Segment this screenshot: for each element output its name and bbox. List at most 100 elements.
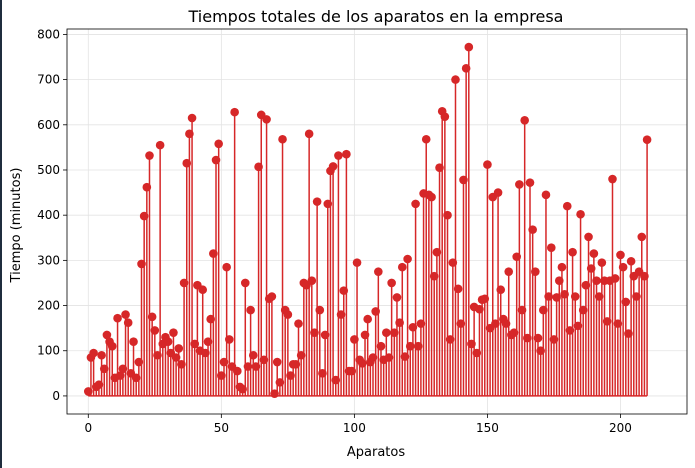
stem-marker <box>389 328 399 337</box>
stem-marker <box>145 151 154 160</box>
stem-marker <box>397 262 407 272</box>
stem-marker <box>525 178 535 187</box>
stem-marker <box>147 312 157 322</box>
stem-marker <box>336 310 346 319</box>
x-tick-label: 100 <box>343 421 366 435</box>
stem-marker <box>203 337 213 346</box>
stem-marker <box>560 289 569 299</box>
stem-marker <box>185 129 194 139</box>
stem-marker <box>368 353 378 362</box>
stem-marker <box>139 211 149 221</box>
y-tick-label: 100 <box>37 344 60 358</box>
stem-marker <box>278 134 287 144</box>
stem-marker <box>616 250 625 260</box>
stem-marker <box>334 151 343 160</box>
stem-marker <box>177 359 186 369</box>
stem-marker <box>374 267 383 276</box>
stem-marker <box>570 292 580 301</box>
y-tick-label: 400 <box>37 208 60 222</box>
chart-title: Tiempos totales de los aparatos en la em… <box>188 7 564 26</box>
stem-marker <box>267 292 277 301</box>
x-tick-label: 50 <box>214 421 229 435</box>
stem-marker <box>352 258 362 267</box>
stem-marker <box>310 328 319 337</box>
stem-marker <box>480 294 490 304</box>
stem-marker <box>350 335 359 344</box>
stem-marker <box>528 225 537 234</box>
stem-marker <box>544 292 553 301</box>
stem-marker <box>440 112 450 121</box>
tick-layer: 0 50 100 150 200 0 100 200 300 400 500 600 700 800 <box>37 27 632 435</box>
stem-marker <box>493 188 503 197</box>
stem-marker <box>602 317 612 326</box>
stem-marker <box>573 321 583 331</box>
stem-marker <box>554 276 564 285</box>
stem-marker <box>134 357 144 367</box>
stem-marker <box>129 337 138 346</box>
stem-marker <box>512 252 521 262</box>
stem-marker <box>523 333 532 343</box>
y-tick-label: 800 <box>37 27 60 41</box>
stem-marker <box>435 163 444 173</box>
stem-marker <box>155 140 165 150</box>
stem-marker <box>400 352 410 361</box>
stem-marker <box>496 285 506 295</box>
stem-marker <box>427 192 436 202</box>
stem-marker <box>392 293 402 302</box>
stem-marker <box>342 149 351 159</box>
stem-marker <box>225 335 234 344</box>
stem-marker <box>382 328 391 337</box>
stem-marker <box>358 359 367 368</box>
stem-marker <box>97 350 106 360</box>
stem-marker <box>240 278 250 288</box>
stem-marker <box>360 330 370 340</box>
stem-marker <box>296 350 306 360</box>
stem-marker <box>541 190 551 200</box>
y-tick-label: 600 <box>37 118 60 132</box>
stem-marker <box>475 304 484 314</box>
stem-marker <box>131 373 141 383</box>
stem-marker <box>201 348 210 358</box>
stem-marker <box>443 210 452 220</box>
y-tick-label: 0 <box>52 389 60 403</box>
stem-marker <box>283 310 293 319</box>
stem-marker <box>429 271 439 281</box>
stem-marker <box>576 209 585 219</box>
stem-marker <box>230 107 239 117</box>
stem-marker <box>211 155 221 165</box>
stem-marker <box>387 278 396 288</box>
stem-marker <box>94 380 104 389</box>
stem-marker <box>169 328 178 337</box>
stem-marker <box>262 115 271 124</box>
stem-marker <box>89 348 98 358</box>
stem-marker <box>515 180 524 189</box>
stem-layer <box>87 47 648 397</box>
stem-marker <box>586 264 596 273</box>
stem-marker <box>445 335 455 344</box>
stem-marker <box>597 258 607 267</box>
stem-marker <box>323 199 333 209</box>
stem-marker <box>504 267 514 276</box>
stem-marker <box>448 258 458 267</box>
stem-marker <box>384 353 394 362</box>
stem-marker <box>142 182 152 192</box>
stem-marker <box>491 319 500 328</box>
stem-marker <box>584 232 593 242</box>
stem-marker <box>416 319 426 328</box>
stem-marker <box>102 330 112 340</box>
stem-marker <box>150 326 160 335</box>
stem-marker <box>171 353 181 362</box>
stem-marker <box>395 318 404 328</box>
stem-marker <box>467 339 476 349</box>
stem-marker <box>163 337 173 346</box>
stem-marker <box>174 344 184 353</box>
stem-marker <box>533 333 543 343</box>
stem-marker <box>312 197 322 206</box>
stem-marker <box>483 160 492 169</box>
y-tick-label: 500 <box>37 163 60 177</box>
stem-marker <box>219 357 229 367</box>
stem-marker <box>179 278 189 288</box>
stem-marker <box>568 247 577 257</box>
stem-marker <box>632 292 641 301</box>
stem-marker <box>451 75 460 84</box>
